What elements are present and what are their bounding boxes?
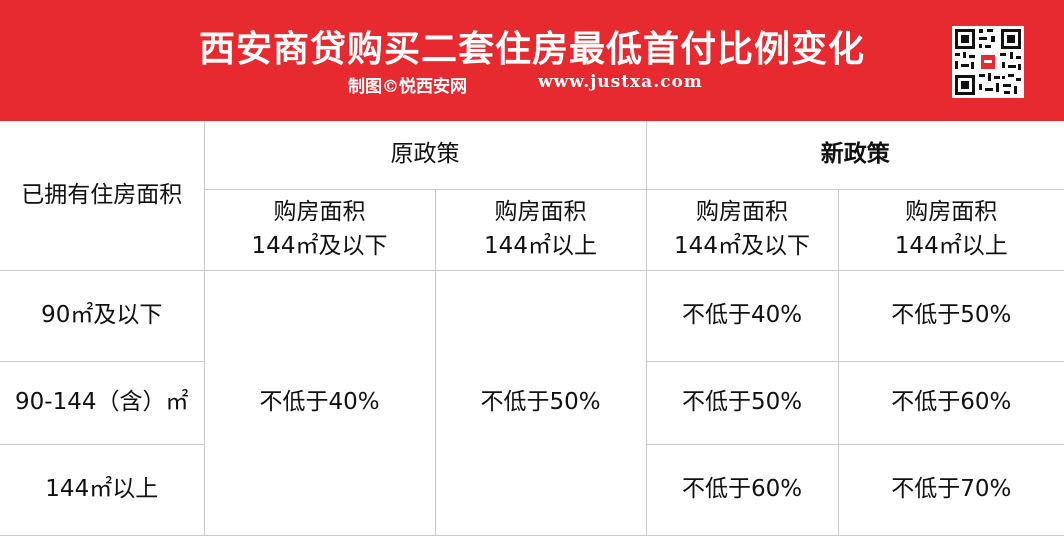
new-small-value: 不低于60% bbox=[645, 443, 839, 536]
col-header-new-small: 购房面积 144㎡及以下 bbox=[645, 188, 839, 271]
col-header-line2: 144㎡及以下 bbox=[251, 232, 388, 259]
col-header-line1: 购房面积 bbox=[905, 199, 998, 226]
old-large-value: 不低于50% bbox=[434, 269, 647, 536]
col-header-new-large: 购房面积 144㎡以上 bbox=[837, 188, 1064, 271]
col-header-line2: 144㎡及以下 bbox=[674, 232, 810, 259]
old-small-value: 不低于40% bbox=[203, 269, 436, 536]
col-header-line2: 144㎡以上 bbox=[894, 232, 1008, 259]
policy-old-header: 原政策 bbox=[203, 121, 647, 190]
col-header-line1: 购房面积 bbox=[494, 199, 587, 226]
col-header-line1: 购房面积 bbox=[273, 199, 366, 226]
new-small-value: 不低于50% bbox=[645, 360, 839, 445]
new-large-value: 不低于70% bbox=[837, 443, 1064, 536]
qr-code-icon bbox=[952, 26, 1024, 98]
header-banner: 西安商贷购买二套住房最低首付比例变化 制图©悦西安网 www.justxa.co… bbox=[0, 0, 1064, 121]
row-header-label: 已拥有住房面积 bbox=[0, 121, 205, 271]
col-header-line1: 购房面积 bbox=[696, 199, 788, 226]
col-header-line2: 144㎡以上 bbox=[484, 232, 597, 259]
policy-new-header: 新政策 bbox=[645, 121, 1064, 190]
row-label: 144㎡以上 bbox=[0, 443, 205, 536]
col-header-old-large: 购房面积 144㎡以上 bbox=[434, 188, 647, 271]
row-label: 90-144（含）㎡ bbox=[0, 360, 205, 445]
down-payment-table: 已拥有住房面积 原政策 新政策 购房面积 144㎡及以下 购房面积 144㎡以上… bbox=[0, 121, 1064, 536]
row-label: 90㎡及以下 bbox=[0, 269, 205, 362]
website-link[interactable]: www.justxa.com bbox=[538, 72, 703, 92]
new-large-value: 不低于60% bbox=[837, 360, 1064, 445]
page-title: 西安商贷购买二套住房最低首付比例变化 bbox=[198, 28, 865, 70]
new-small-value: 不低于40% bbox=[645, 269, 839, 362]
new-large-value: 不低于50% bbox=[837, 269, 1064, 362]
col-header-old-small: 购房面积 144㎡及以下 bbox=[204, 188, 436, 271]
credit-text: 制图©悦西安网 bbox=[348, 77, 467, 97]
